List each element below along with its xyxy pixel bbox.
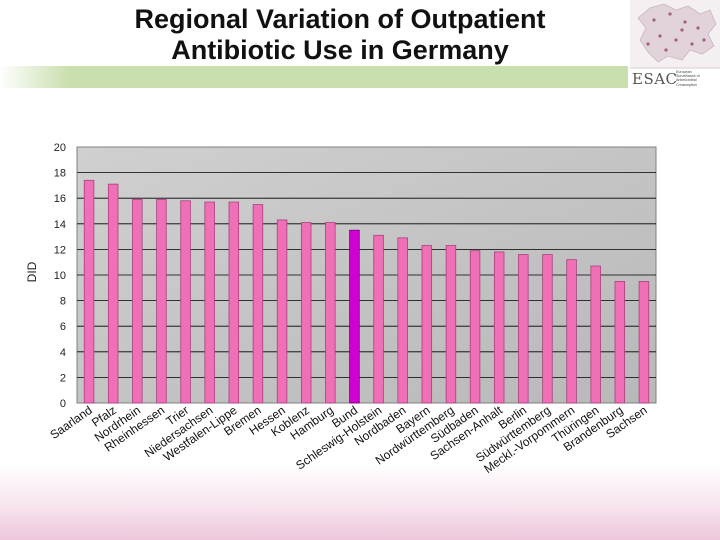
bar: [373, 234, 384, 404]
bar: [107, 183, 119, 404]
y-tick-label: 12: [54, 244, 66, 256]
bar: [493, 251, 505, 404]
bar: [204, 201, 215, 404]
bar: [83, 179, 95, 404]
bar: [325, 222, 336, 404]
bar: [445, 245, 457, 404]
y-axis-label: DID: [25, 261, 39, 282]
bar: [614, 280, 626, 404]
logo-sub-4: Consumption: [676, 82, 698, 87]
bar: [397, 237, 408, 404]
bar: [180, 200, 191, 404]
bar: [132, 199, 143, 404]
y-tick-label: 14: [54, 219, 66, 231]
bar-highlight: [349, 229, 360, 404]
page-title: Regional Variation of Outpatient Antibio…: [40, 4, 640, 66]
bar: [156, 199, 167, 404]
x-tick-label: Saarland: [47, 403, 94, 442]
title-line-2: Antibiotic Use in Germany: [171, 35, 509, 65]
y-tick-label: 6: [60, 321, 66, 333]
y-tick-label: 18: [54, 168, 66, 180]
esac-logo-text: ESAC: [632, 70, 678, 88]
y-tick-labels: 0 2 4 6 8 10 12 14 16 18 20: [54, 142, 66, 410]
y-tick-label: 20: [54, 142, 66, 154]
logo-sub-2: Surveillance of: [676, 74, 700, 79]
x-tick-labels: SaarlandPfalzNordrheinRheinhessenTrierNi…: [47, 403, 649, 476]
header-accent-bar: [0, 66, 628, 88]
y-tick-label: 8: [60, 296, 66, 308]
bar: [276, 219, 288, 404]
bar: [638, 280, 650, 404]
y-tick-label: 2: [60, 372, 66, 384]
y-tick-label: 10: [54, 270, 66, 282]
bar: [566, 259, 577, 404]
bar: [228, 201, 240, 404]
title-line-1: Regional Variation of Outpatient: [134, 4, 546, 34]
esac-map-logo-icon: [630, 0, 720, 69]
bar: [252, 204, 264, 404]
bar: [542, 254, 553, 404]
logo-sub-3: Antimicrobial: [676, 78, 697, 83]
bar: [469, 250, 481, 404]
y-tick-label: 16: [54, 193, 66, 205]
esac-logo-subtitle: European Surveillance of Antimicrobial C…: [676, 70, 720, 87]
y-tick-label: 0: [60, 398, 66, 410]
y-tick-label: 4: [60, 347, 66, 359]
bar: [518, 254, 529, 404]
bar: [421, 245, 433, 404]
logo-sub-1: European: [676, 70, 692, 74]
bar: [590, 265, 601, 404]
bar: [300, 222, 312, 404]
gridlines: [77, 172, 656, 378]
bars: [83, 179, 650, 404]
